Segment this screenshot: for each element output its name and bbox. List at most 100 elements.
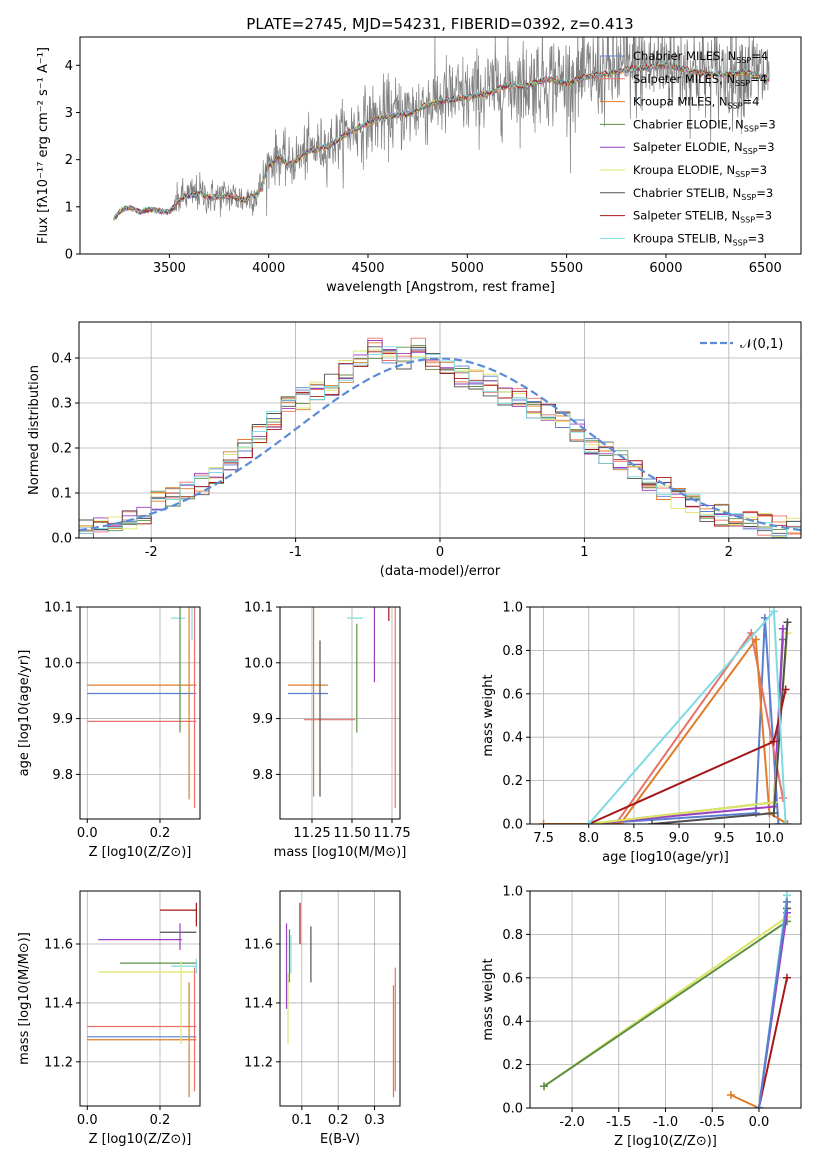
y-axis-label: age [log10(age/yr)] bbox=[17, 650, 32, 777]
point-marker bbox=[769, 809, 778, 818]
mass-vs-extinction-panel: 0.1 0.2 0.3 11.2 11.4 11.6 E(B-V) bbox=[244, 890, 401, 1147]
axes-frame bbox=[78, 321, 802, 539]
x-tick-label: 8.5 bbox=[624, 831, 645, 846]
x-tick-label: 2 bbox=[725, 545, 733, 560]
y-tick-label: 0.4 bbox=[502, 1015, 523, 1030]
point-marker bbox=[540, 1082, 549, 1091]
x-tick-label: -1.0 bbox=[653, 1115, 678, 1130]
spectrum-panel: 3500 4000 4500 5000 5500 6000 6500 0 1 2 3 4 wavelen… bbox=[36, 36, 802, 295]
x-tick-label: 0.2 bbox=[150, 826, 171, 841]
y-tick-label: 1.0 bbox=[502, 885, 523, 900]
y-axis-label: mass weight bbox=[481, 958, 496, 1040]
x-tick-label: 5500 bbox=[550, 261, 583, 276]
x-axis-label: E(B-V) bbox=[320, 1132, 360, 1147]
x-tick-label: 6500 bbox=[749, 261, 782, 276]
point-marker bbox=[783, 820, 792, 824]
y-tick-label: 0.3 bbox=[51, 397, 72, 412]
error-bars bbox=[87, 902, 197, 1098]
y-tick-label: 0.1 bbox=[51, 487, 72, 502]
histogram-step bbox=[79, 350, 801, 538]
y-tick-label: 0.0 bbox=[51, 532, 72, 547]
point-marker bbox=[781, 685, 790, 694]
y-tick-label: 3 bbox=[65, 106, 73, 121]
axes-frame bbox=[529, 890, 802, 1109]
axes-frame bbox=[279, 890, 401, 1107]
y-tick-label: 11.2 bbox=[244, 1055, 273, 1070]
model-spectrum bbox=[113, 60, 770, 221]
axes-frame bbox=[529, 606, 802, 825]
series-line bbox=[543, 636, 788, 824]
model-spectrum bbox=[113, 61, 770, 221]
age-vs-mass-panel: 11.25 11.50 11.75 9.8 9.9 10.0 10.1 mass [log10… bbox=[244, 601, 411, 861]
axes-frame bbox=[79, 890, 201, 1107]
point-marker bbox=[751, 809, 760, 818]
x-axis-label: wavelength [Angstrom, rest frame] bbox=[326, 280, 555, 295]
y-axis-label: mass [log10(M/M⊙)] bbox=[17, 932, 32, 1065]
y-tick-label: 0.2 bbox=[51, 442, 72, 457]
x-axis-label: mass [log10(M/M⊙)] bbox=[274, 845, 407, 860]
error-bars bbox=[87, 607, 197, 808]
x-axis-label: age [log10(age/yr)] bbox=[602, 850, 729, 865]
x-tick-label: 5000 bbox=[451, 261, 484, 276]
y-axis-label: Flux [fλ10⁻¹⁷ erg cm⁻² s⁻¹ A⁻¹] bbox=[36, 47, 51, 244]
point-marker bbox=[769, 607, 778, 616]
series-line bbox=[543, 920, 788, 1088]
x-tick-label: 0.2 bbox=[328, 1113, 349, 1128]
x-axis-label: Z [log10(Z/Z⊙)] bbox=[89, 1132, 192, 1147]
x-tick-label: 7.5 bbox=[533, 831, 554, 846]
legend-entry: Chabrier STELIB, NSSP=3 bbox=[633, 186, 773, 202]
figure-title: PLATE=2745, MJD=54231, FIBERID=0392, z=0… bbox=[246, 15, 633, 33]
y-tick-label: 11.4 bbox=[244, 996, 273, 1011]
x-tick-label: 11.75 bbox=[373, 826, 410, 841]
legend-entry: Chabrier ELODIE, NSSP=3 bbox=[633, 117, 776, 133]
x-tick-label: 0.0 bbox=[77, 1113, 98, 1128]
y-tick-label: 10.1 bbox=[44, 601, 73, 616]
legend-entry: Chabrier MILES, NSSP=4 bbox=[633, 49, 768, 65]
spectrum-lines bbox=[113, 37, 770, 222]
y-tick-label: 0.0 bbox=[502, 818, 523, 833]
y-tick-label: 4 bbox=[65, 59, 73, 74]
weight-lines bbox=[539, 607, 792, 824]
y-tick-label: 0.4 bbox=[502, 731, 523, 746]
x-tick-label: 9.0 bbox=[669, 831, 690, 846]
x-tick-label: 4000 bbox=[252, 261, 285, 276]
histogram-lines bbox=[79, 337, 801, 538]
x-tick-label: 0.0 bbox=[749, 1115, 770, 1130]
legend-entry: Salpeter STELIB, NSSP=3 bbox=[633, 209, 772, 225]
x-tick-label: 11.25 bbox=[293, 826, 330, 841]
point-marker bbox=[647, 820, 656, 824]
mass-weight-vs-metallicity-panel: -2.0 -1.5 -1.0 -0.5 0.0 0.0 0.2 0.4 0.6 0.8 1.0 Z [… bbox=[481, 885, 802, 1149]
point-marker bbox=[539, 820, 548, 824]
axes-frame bbox=[279, 606, 401, 820]
x-axis-label: Z [log10(Z/Z⊙)] bbox=[89, 845, 192, 860]
y-tick-label: 9.8 bbox=[52, 768, 73, 783]
y-tick-label: 10.0 bbox=[44, 656, 73, 671]
point-marker bbox=[781, 820, 790, 824]
point-marker bbox=[783, 618, 792, 627]
x-tick-label: -1.5 bbox=[606, 1115, 631, 1130]
x-tick-label: 10.0 bbox=[755, 831, 784, 846]
axes-frame bbox=[79, 606, 201, 820]
point-marker bbox=[782, 897, 791, 906]
residual-histogram-panel: -2 -1 0 1 2 0.0 0.1 0.2 0.3 0.4 (data-model)/error… bbox=[27, 321, 802, 579]
y-tick-label: 11.4 bbox=[44, 996, 73, 1011]
legend-entry: Kroupa STELIB, NSSP=3 bbox=[633, 231, 764, 247]
y-axis-label: Normed distribution bbox=[27, 365, 42, 495]
y-tick-label: 0.8 bbox=[502, 928, 523, 943]
y-tick-label: 0.8 bbox=[502, 644, 523, 659]
y-tick-label: 0 bbox=[65, 248, 73, 263]
point-marker bbox=[754, 1104, 763, 1108]
x-axis-label: Z [log10(Z/Z⊙)] bbox=[614, 1134, 717, 1149]
x-tick-label: 3500 bbox=[153, 261, 186, 276]
series-line bbox=[588, 639, 784, 824]
x-tick-label: -0.5 bbox=[700, 1115, 725, 1130]
x-tick-label: 0.2 bbox=[150, 1113, 171, 1128]
age-vs-metallicity-panel: 0.0 0.2 9.8 9.9 10.0 10.1 Z [log10(Z/Z⊙)] age [… bbox=[17, 601, 201, 860]
x-tick-label: 1 bbox=[580, 545, 588, 560]
series-line bbox=[588, 617, 780, 824]
y-tick-label: 9.8 bbox=[252, 768, 273, 783]
x-tick-label: 0 bbox=[436, 545, 444, 560]
histogram-step bbox=[79, 346, 801, 538]
x-tick-label: 0.0 bbox=[77, 826, 98, 841]
